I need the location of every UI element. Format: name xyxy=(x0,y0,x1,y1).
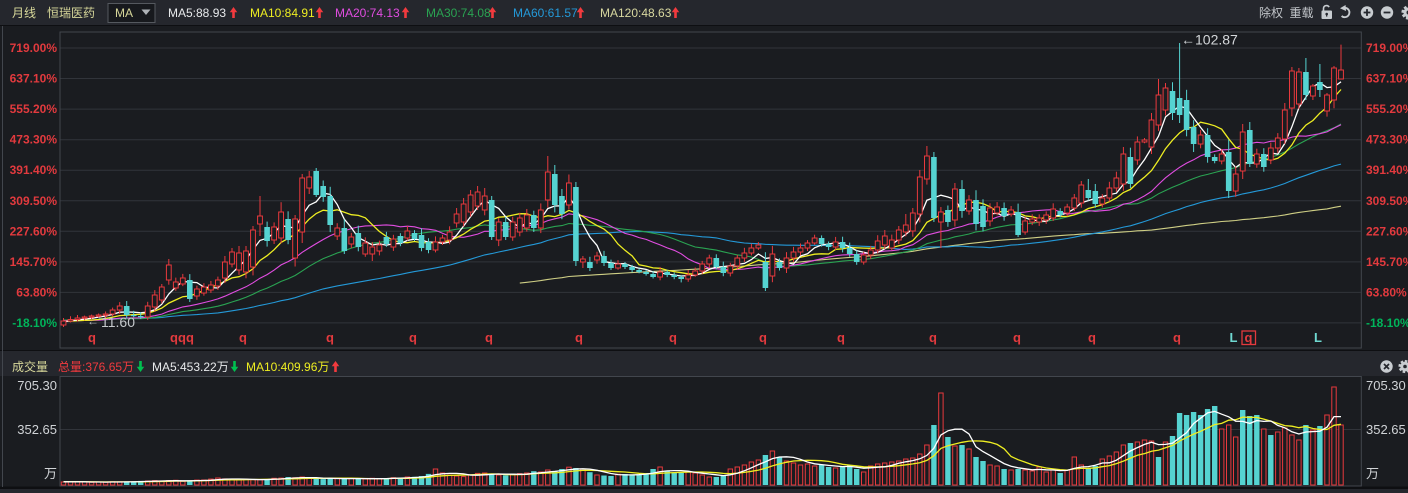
svg-text:月线: 月线 xyxy=(12,6,36,20)
svg-text:q: q xyxy=(409,330,417,345)
svg-text:MA10:409.96万: MA10:409.96万 xyxy=(246,360,329,374)
svg-text:145.70%: 145.70% xyxy=(1366,255,1408,269)
svg-text:473.30%: 473.30% xyxy=(1366,133,1408,147)
svg-text:除权: 除权 xyxy=(1259,5,1283,20)
svg-text:352.65: 352.65 xyxy=(1366,422,1406,437)
svg-text:q: q xyxy=(929,330,937,345)
svg-text:L: L xyxy=(1230,330,1238,345)
svg-text:705.30: 705.30 xyxy=(17,378,57,393)
svg-text:637.10%: 637.10% xyxy=(1366,72,1408,86)
svg-text:q: q xyxy=(575,330,583,345)
svg-text:←102.87: ←102.87 xyxy=(1181,32,1238,48)
svg-text:恒瑞医药: 恒瑞医药 xyxy=(47,6,95,20)
svg-text:MA5:453.22万: MA5:453.22万 xyxy=(152,360,229,374)
svg-text:227.60%: 227.60% xyxy=(1366,224,1408,238)
svg-text:q: q xyxy=(759,330,767,345)
svg-text:q: q xyxy=(239,330,247,345)
svg-text:309.50%: 309.50% xyxy=(10,194,58,208)
svg-text:391.40%: 391.40% xyxy=(1366,163,1408,177)
svg-text:MA10:84.91: MA10:84.91 xyxy=(250,6,315,20)
svg-text:309.50%: 309.50% xyxy=(1366,194,1408,208)
svg-text:总量:376.65万: 总量:376.65万 xyxy=(58,360,134,374)
svg-text:万: 万 xyxy=(44,466,57,481)
svg-text:-18.10%: -18.10% xyxy=(1366,316,1408,330)
svg-text:MA120:48.63: MA120:48.63 xyxy=(600,6,672,20)
svg-text:145.70%: 145.70% xyxy=(10,255,58,269)
svg-text:q: q xyxy=(88,330,96,345)
svg-text:705.30: 705.30 xyxy=(1366,378,1406,393)
svg-text:重载: 重载 xyxy=(1290,6,1314,20)
svg-text:q: q xyxy=(1245,330,1253,345)
svg-text:成交量: 成交量 xyxy=(12,359,48,374)
svg-text:MA20:74.13: MA20:74.13 xyxy=(335,6,400,20)
svg-text:←: ← xyxy=(87,314,99,328)
svg-text:473.30%: 473.30% xyxy=(10,133,58,147)
svg-text:L: L xyxy=(1314,330,1322,345)
svg-text:q: q xyxy=(1173,330,1181,345)
svg-text:555.20%: 555.20% xyxy=(1366,102,1408,116)
svg-text:MA30:74.08: MA30:74.08 xyxy=(426,6,491,20)
svg-text:q: q xyxy=(186,330,194,345)
svg-text:万: 万 xyxy=(1366,466,1379,481)
svg-text:q: q xyxy=(170,330,178,345)
svg-text:63.80%: 63.80% xyxy=(1366,285,1407,299)
svg-text:11.60: 11.60 xyxy=(101,314,135,330)
svg-text:719.00%: 719.00% xyxy=(10,41,58,55)
svg-text:q: q xyxy=(326,330,334,345)
svg-text:MA: MA xyxy=(115,6,133,20)
svg-text:352.65: 352.65 xyxy=(17,422,57,437)
svg-text:MA5:88.93: MA5:88.93 xyxy=(168,6,226,20)
svg-text:391.40%: 391.40% xyxy=(10,163,58,177)
svg-text:555.20%: 555.20% xyxy=(10,102,58,116)
svg-text:719.00%: 719.00% xyxy=(1366,41,1408,55)
svg-text:-18.10%: -18.10% xyxy=(12,316,57,330)
svg-text:63.80%: 63.80% xyxy=(16,285,57,299)
svg-text:q: q xyxy=(837,330,845,345)
svg-text:q: q xyxy=(485,330,493,345)
svg-text:637.10%: 637.10% xyxy=(10,72,58,86)
svg-text:227.60%: 227.60% xyxy=(10,224,58,238)
svg-text:MA60:61.57: MA60:61.57 xyxy=(513,6,578,20)
svg-text:q: q xyxy=(1013,330,1021,345)
svg-text:q: q xyxy=(1088,330,1096,345)
svg-text:q: q xyxy=(178,330,186,345)
svg-text:q: q xyxy=(669,330,677,345)
